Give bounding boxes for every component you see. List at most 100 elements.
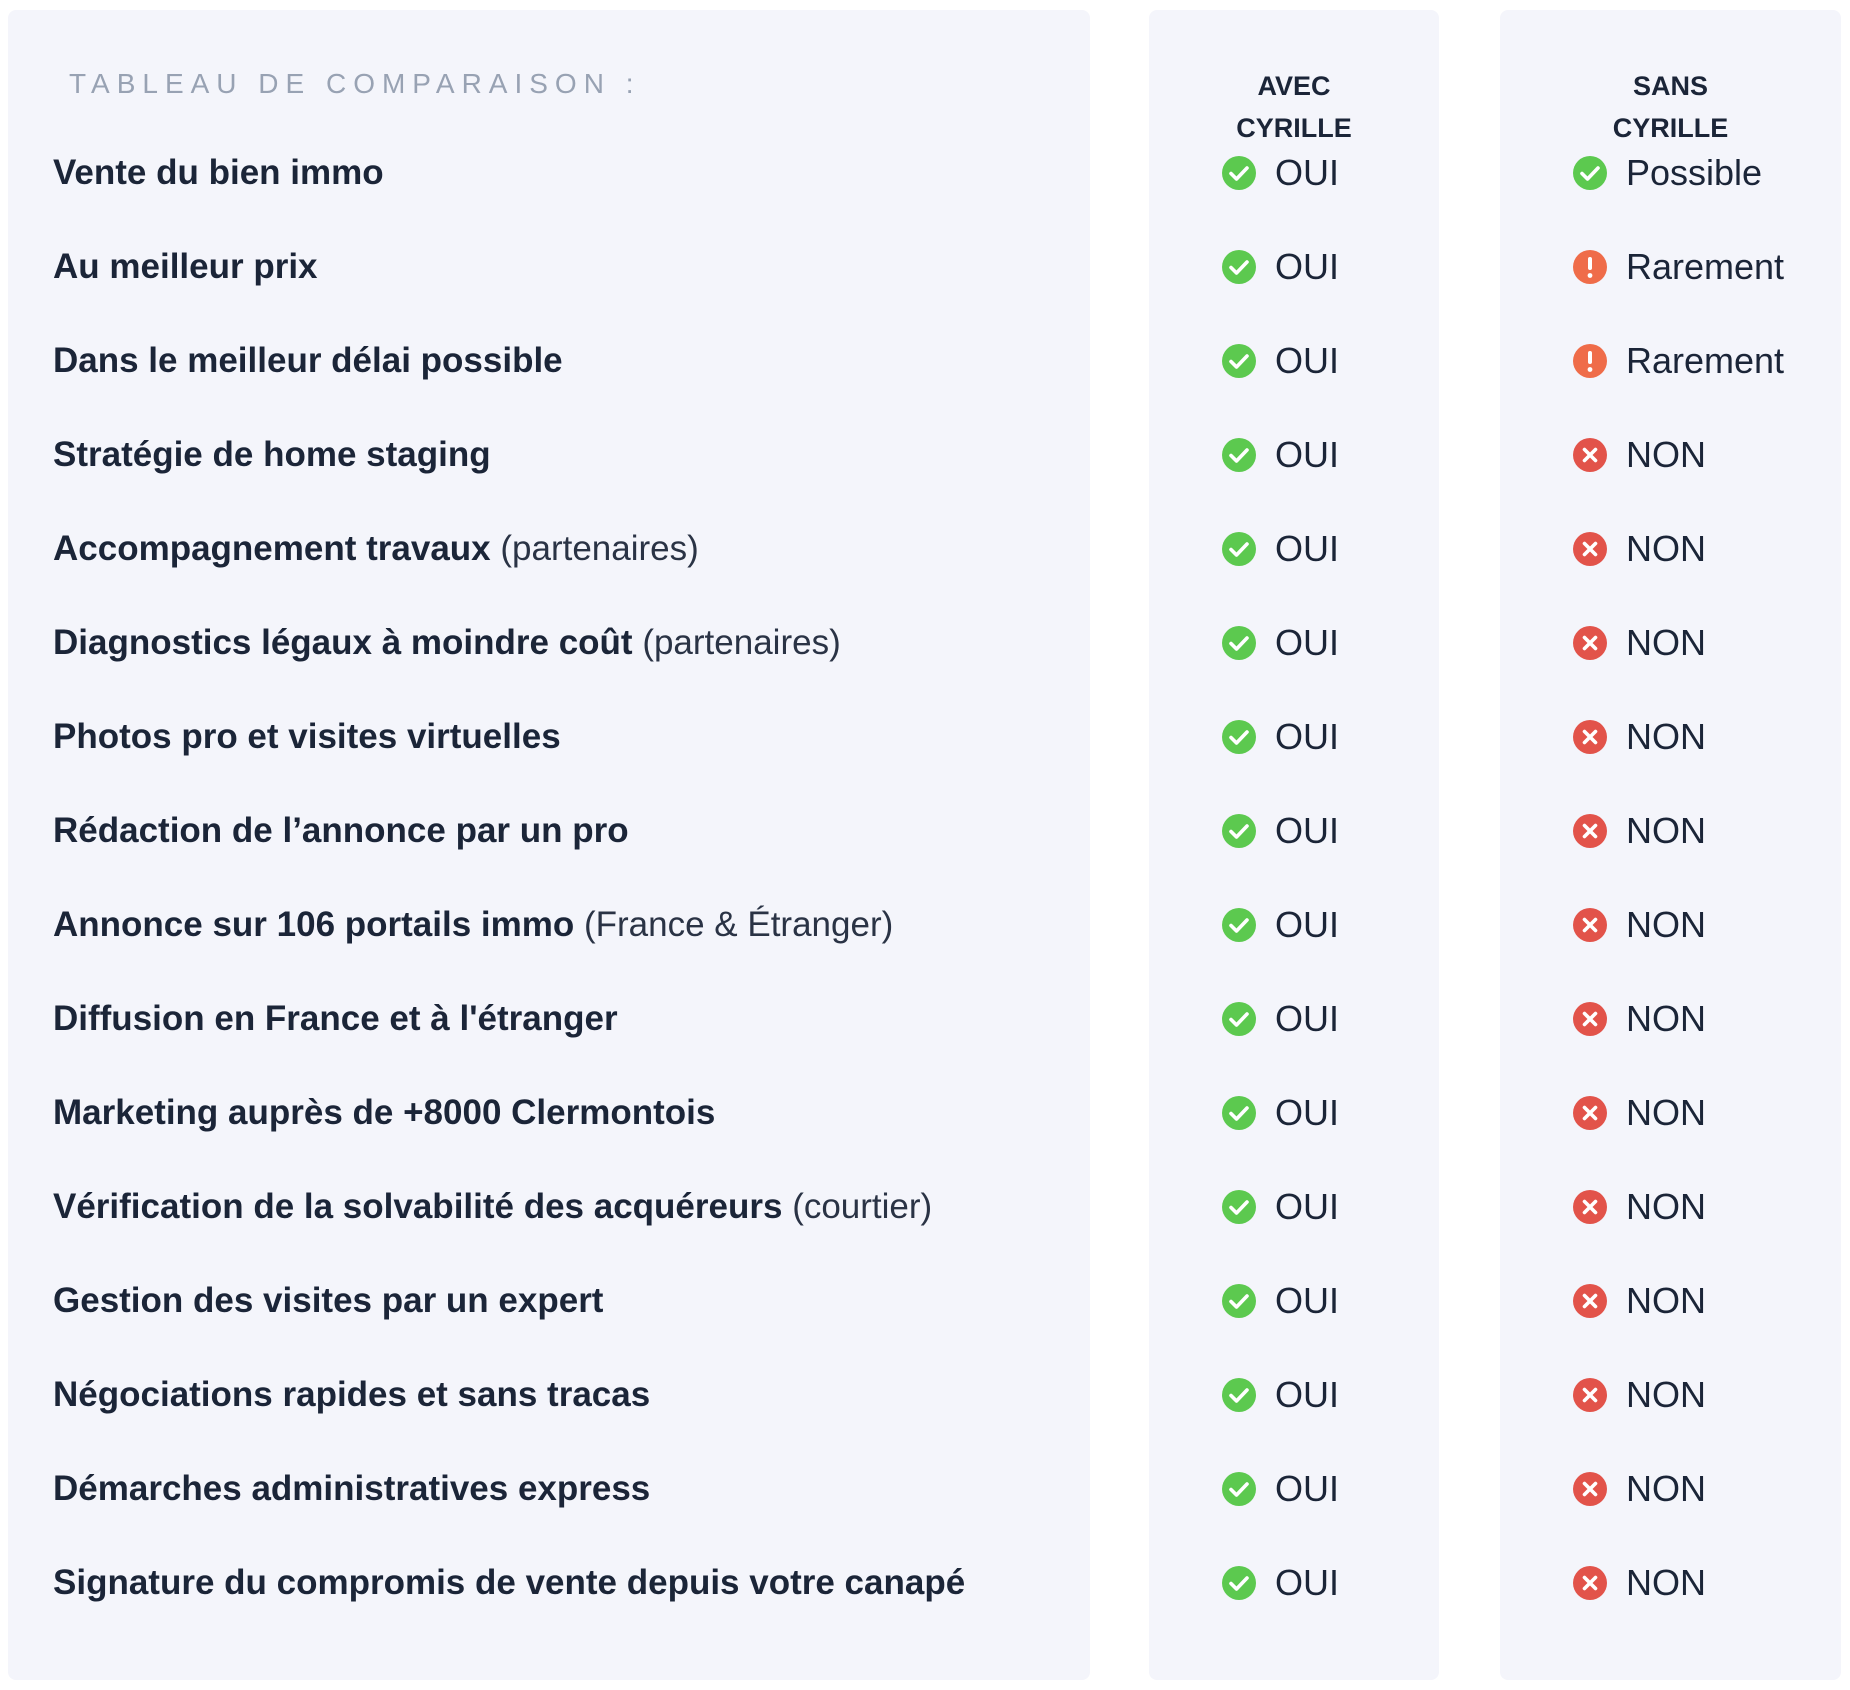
- cell-with-text: OUI: [1275, 810, 1340, 851]
- row-label-main: Dans le meilleur délai possible: [53, 341, 563, 380]
- cell-with: OUI: [1221, 143, 1339, 203]
- cell-without: Possible: [1572, 143, 1762, 203]
- row-label: Diagnostics légaux à moindre coût (parte…: [53, 613, 841, 673]
- check-icon: [1221, 437, 1257, 473]
- check-icon: [1221, 531, 1257, 567]
- column-header-without-line1: SANS: [1632, 71, 1708, 101]
- cell-without: Rarement: [1572, 331, 1784, 391]
- cross-icon: [1572, 1471, 1608, 1507]
- cell-without: NON: [1572, 1365, 1706, 1425]
- cell-without: NON: [1572, 707, 1706, 767]
- column-header-with-line2: CYRILLE: [1236, 113, 1352, 143]
- without-cyrille-column: SANS CYRILLE: [1500, 10, 1841, 1680]
- cross-icon: [1572, 625, 1608, 661]
- row-label: Stratégie de home staging: [53, 425, 491, 485]
- column-header-with: AVEC CYRILLE: [1149, 65, 1439, 149]
- cell-without-text: NON: [1626, 1374, 1706, 1415]
- cell-without-text: NON: [1626, 1186, 1706, 1227]
- cell-with-text: OUI: [1275, 1468, 1340, 1509]
- cell-with-text: OUI: [1275, 1186, 1340, 1227]
- row-label: Accompagnement travaux (partenaires): [53, 519, 699, 579]
- cell-with: OUI: [1221, 801, 1339, 861]
- with-cyrille-column: AVEC CYRILLE: [1149, 10, 1439, 1680]
- cell-with-text: OUI: [1275, 1280, 1340, 1321]
- row-label: Démarches administratives express: [53, 1459, 650, 1519]
- cell-without: Rarement: [1572, 237, 1784, 297]
- cell-without: NON: [1572, 425, 1706, 485]
- cell-without: NON: [1572, 1459, 1706, 1519]
- cell-without: NON: [1572, 613, 1706, 673]
- check-icon: [1221, 1189, 1257, 1225]
- row-label: Marketing auprès de +8000 Clermontois: [53, 1083, 715, 1143]
- row-label: Photos pro et visites virtuelles: [53, 707, 561, 767]
- cross-icon: [1572, 1001, 1608, 1037]
- cell-without: NON: [1572, 1083, 1706, 1143]
- cell-without: NON: [1572, 1553, 1706, 1613]
- row-label: Dans le meilleur délai possible: [53, 331, 563, 391]
- warning-icon: [1572, 343, 1608, 379]
- cell-with-text: OUI: [1275, 904, 1340, 945]
- check-icon: [1221, 1283, 1257, 1319]
- cell-without: NON: [1572, 801, 1706, 861]
- cell-without-text: NON: [1626, 998, 1706, 1039]
- cell-with: OUI: [1221, 989, 1339, 1049]
- check-icon: [1221, 813, 1257, 849]
- row-label-main: Signature du compromis de vente depuis v…: [53, 1563, 966, 1602]
- check-icon: [1221, 155, 1257, 191]
- cell-without-text: NON: [1626, 622, 1706, 663]
- row-label-note: (partenaires): [500, 529, 699, 568]
- table-title: TABLEAU DE COMPARAISON :: [69, 68, 641, 99]
- cell-with: OUI: [1221, 707, 1339, 767]
- cell-without: NON: [1572, 519, 1706, 579]
- cell-with-text: OUI: [1275, 434, 1340, 475]
- row-label-note: (courtier): [792, 1187, 933, 1226]
- column-header-without-line2: CYRILLE: [1612, 113, 1729, 143]
- warning-icon: [1572, 249, 1608, 285]
- cell-without: NON: [1572, 1177, 1706, 1237]
- cell-with: OUI: [1221, 425, 1339, 485]
- check-icon: [1221, 625, 1257, 661]
- check-icon: [1221, 1565, 1257, 1601]
- row-label-main: Au meilleur prix: [53, 247, 318, 286]
- column-header-without: SANS CYRILLE: [1500, 65, 1841, 149]
- check-icon: [1221, 249, 1257, 285]
- row-label-main: Démarches administratives express: [53, 1469, 651, 1508]
- cell-without-text: NON: [1626, 1092, 1706, 1133]
- row-label-main: Diagnostics légaux à moindre coût: [53, 623, 633, 662]
- cross-icon: [1572, 719, 1608, 755]
- cell-with: OUI: [1221, 1083, 1339, 1143]
- cell-without-text: NON: [1626, 1468, 1706, 1509]
- row-label-main: Vente du bien immo: [53, 153, 384, 192]
- check-icon: [1221, 907, 1257, 943]
- row-label-main: Marketing auprès de +8000 Clermontois: [53, 1093, 716, 1132]
- cell-with: OUI: [1221, 613, 1339, 673]
- row-label: Diffusion en France et à l'étranger: [53, 989, 618, 1049]
- cross-icon: [1572, 1283, 1608, 1319]
- cell-without: NON: [1572, 895, 1706, 955]
- cell-with: OUI: [1221, 519, 1339, 579]
- row-label: Signature du compromis de vente depuis v…: [53, 1553, 965, 1613]
- cell-without-text: Rarement: [1626, 340, 1785, 381]
- cell-with-text: OUI: [1275, 1562, 1340, 1603]
- cell-with: OUI: [1221, 1271, 1339, 1331]
- check-icon: [1221, 1095, 1257, 1131]
- cell-with: OUI: [1221, 1365, 1339, 1425]
- cell-without-text: NON: [1626, 434, 1706, 475]
- row-label: Négociations rapides et sans tracas: [53, 1365, 650, 1425]
- cross-icon: [1572, 1377, 1608, 1413]
- cell-with-text: OUI: [1275, 998, 1340, 1039]
- row-label-note: (France & Étranger): [583, 905, 894, 944]
- cell-with-text: OUI: [1275, 1092, 1340, 1133]
- row-label-main: Photos pro et visites virtuelles: [53, 717, 561, 756]
- cell-with-text: OUI: [1275, 246, 1340, 287]
- cell-with: OUI: [1221, 237, 1339, 297]
- cell-without: NON: [1572, 1271, 1706, 1331]
- features-column: TABLEAU DE COMPARAISON :: [8, 10, 1090, 1680]
- row-label-main: Gestion des visites par un expert: [53, 1281, 604, 1320]
- cell-with: OUI: [1221, 1459, 1339, 1519]
- cell-without-text: Rarement: [1626, 246, 1785, 287]
- cell-without-text: NON: [1626, 1562, 1706, 1603]
- check-icon: [1221, 1471, 1257, 1507]
- cross-icon: [1572, 437, 1608, 473]
- cell-with-text: OUI: [1275, 340, 1340, 381]
